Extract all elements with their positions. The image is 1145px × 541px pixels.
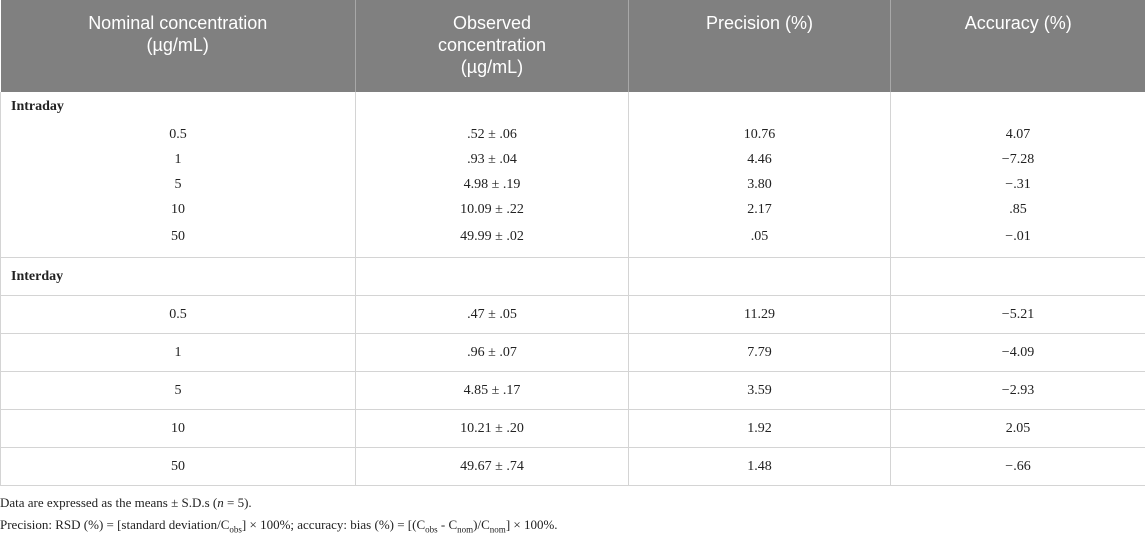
cell: 3.59 bbox=[629, 372, 891, 410]
cell: 50 bbox=[1, 448, 356, 486]
header-line: concentration bbox=[356, 34, 628, 56]
empty-cell bbox=[356, 92, 629, 122]
cell: −5.21 bbox=[891, 296, 1145, 334]
cell: 10 bbox=[1, 197, 356, 222]
cell: −7.28 bbox=[891, 147, 1145, 172]
header-line: (µg/mL) bbox=[1, 34, 356, 56]
cell: .93 ± .04 bbox=[356, 147, 629, 172]
header-cell: Precision (%) bbox=[629, 0, 891, 92]
cell: 2.17 bbox=[629, 197, 891, 222]
cell: 11.29 bbox=[629, 296, 891, 334]
section-label: Interday bbox=[1, 258, 356, 296]
cell: 10 bbox=[1, 410, 356, 448]
cell: 1 bbox=[1, 147, 356, 172]
section-row: Interday bbox=[1, 258, 1145, 296]
empty-cell bbox=[356, 258, 629, 296]
footnote-text: = 5). bbox=[224, 495, 252, 510]
cell: 2.05 bbox=[891, 410, 1145, 448]
cell: .96 ± .07 bbox=[356, 334, 629, 372]
cell: 4.85 ± .17 bbox=[356, 372, 629, 410]
cell: 4.07 bbox=[891, 122, 1145, 147]
cell: 0.5 bbox=[1, 122, 356, 147]
cell: −.66 bbox=[891, 448, 1145, 486]
cell: 5 bbox=[1, 172, 356, 197]
header-cell: Accuracy (%) bbox=[891, 0, 1145, 92]
footnotes: Data are expressed as the means ± S.D.s … bbox=[0, 492, 1145, 536]
cell: 3.80 bbox=[629, 172, 891, 197]
cell: 4.98 ± .19 bbox=[356, 172, 629, 197]
cell: −.31 bbox=[891, 172, 1145, 197]
cell: 5 bbox=[1, 372, 356, 410]
cell: −4.09 bbox=[891, 334, 1145, 372]
footnote: Data are expressed as the means ± S.D.s … bbox=[0, 492, 1145, 514]
cell: −2.93 bbox=[891, 372, 1145, 410]
footnote-text: obs bbox=[425, 525, 438, 535]
header-line: (µg/mL) bbox=[356, 56, 628, 78]
header-cell: Nominal concentration(µg/mL) bbox=[1, 0, 356, 92]
cell: .47 ± .05 bbox=[356, 296, 629, 334]
footnote-text: Precision: RSD (%) = [standard deviation… bbox=[0, 517, 229, 532]
cell: .85 bbox=[891, 197, 1145, 222]
footnote-text: obs bbox=[229, 525, 242, 535]
header-line: Accuracy (%) bbox=[891, 12, 1145, 34]
footnote-text: nom bbox=[457, 525, 473, 535]
cell: 0.5 bbox=[1, 296, 356, 334]
empty-cell bbox=[891, 92, 1145, 122]
cell: −.01 bbox=[891, 222, 1145, 258]
section-label: Intraday bbox=[1, 92, 356, 122]
footnote-text: )/C bbox=[473, 517, 490, 532]
footnote-text: ] × 100%. bbox=[506, 517, 558, 532]
footnote-text: ] × 100%; accuracy: bias (%) = [(C bbox=[242, 517, 425, 532]
footnote-text: - C bbox=[438, 517, 458, 532]
cell: 1 bbox=[1, 334, 356, 372]
cell: .52 ± .06 bbox=[356, 122, 629, 147]
footnote-text: nom bbox=[490, 525, 506, 535]
empty-cell bbox=[629, 92, 891, 122]
cell: 50 bbox=[1, 222, 356, 258]
cell: 49.67 ± .74 bbox=[356, 448, 629, 486]
header-line: Nominal concentration bbox=[1, 12, 356, 34]
footnote-text: Data are expressed as the means ± S.D.s … bbox=[0, 495, 217, 510]
cell: 49.99 ± .02 bbox=[356, 222, 629, 258]
cell: 10.76 bbox=[629, 122, 891, 147]
header-line: Observed bbox=[356, 12, 628, 34]
cell: .05 bbox=[629, 222, 891, 258]
header-line: Precision (%) bbox=[629, 12, 890, 34]
cell: 10.21 ± .20 bbox=[356, 410, 629, 448]
empty-cell bbox=[629, 258, 891, 296]
cell: 1.92 bbox=[629, 410, 891, 448]
cell: 10.09 ± .22 bbox=[356, 197, 629, 222]
cell: 7.79 bbox=[629, 334, 891, 372]
cell: 4.46 bbox=[629, 147, 891, 172]
cell: 1.48 bbox=[629, 448, 891, 486]
empty-cell bbox=[891, 258, 1145, 296]
section-row: Intraday bbox=[1, 92, 1145, 122]
footnote: Precision: RSD (%) = [standard deviation… bbox=[0, 514, 1145, 536]
